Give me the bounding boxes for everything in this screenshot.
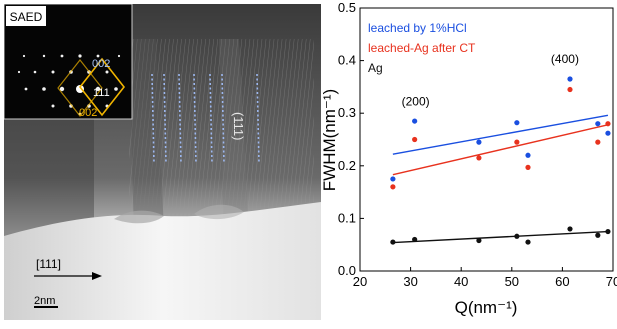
y-axis-label: FWHM(nm⁻¹) [322,89,339,191]
data-point-series-2 [595,232,601,238]
y-tick-label: 0.0 [338,263,356,278]
data-point-series-1 [595,139,601,145]
fit-line-series-2 [392,230,608,244]
data-point-series-2 [390,239,396,245]
x-tick-label: 20 [353,274,367,289]
data-point-series-2 [525,239,531,245]
annotations: (200) (400) [402,52,579,108]
chart-svg: 20 30 40 50 60 70 0.0 0.1 0.2 0.3 0.4 0.5 (200) (400… [320,0,617,317]
saed-label-box [6,6,46,26]
fit-lines [392,114,609,244]
data-point-series-1 [605,121,611,127]
data-point-series-1 [390,184,396,190]
y-tick-label: 0.1 [338,210,356,225]
spot-label-top: 002 [92,58,110,70]
data-point-series-0 [514,120,520,126]
peak-annotation: (400) [551,52,579,66]
spot-label-center: 111 [93,87,110,99]
data-point-series-2 [567,226,573,232]
lattice-plane-lines [151,73,260,165]
data-point-series-1 [525,164,531,170]
data-point-series-0 [605,130,611,136]
plot-frame [359,7,614,272]
saed-label: SAED [10,10,43,24]
data-point-series-2 [605,228,611,235]
data-point-series-0 [390,176,396,182]
axis-ticks: 20 30 40 50 60 70 0.0 0.1 0.2 0.3 0.4 0.5 [338,0,617,289]
data-point-series-0 [567,76,573,82]
x-tick-label: 50 [505,274,519,289]
y-tick-label: 0.4 [338,53,356,68]
direction-label: [111] [36,257,61,271]
saed-inset: SAED 002 [4,4,133,120]
x-tick-label: 40 [454,274,468,289]
legend-entry: Ag [368,61,383,75]
data-point-series-0 [476,139,482,145]
y-tick-label: 0.3 [338,105,356,120]
x-tick-label: 30 [403,274,417,289]
data-point-series-2 [412,236,418,243]
data-point-series-1 [567,86,573,93]
data-point-series-1 [476,155,482,161]
data-point-series-0 [412,118,418,124]
y-tick-label: 0.5 [338,0,356,15]
spot-label-bottom: 002 [79,107,97,119]
tem-image-panel: (111) SAED [4,4,321,320]
data-points [390,76,611,245]
data-point-series-1 [412,136,418,143]
fwhm-chart: 20 30 40 50 60 70 0.0 0.1 0.2 0.3 0.4 0.5 (200) (400… [320,0,617,324]
legend-entry: leached-Ag after CT [368,41,476,55]
peak-annotation: (200) [402,94,430,108]
x-tick-label: 60 [555,274,569,289]
data-point-series-0 [525,152,531,158]
legend: leached by 1%HCl leached-Ag after CT Ag [368,21,476,75]
data-point-series-1 [514,139,520,145]
tem-image: (111) SAED [4,4,321,320]
fit-line-series-0 [392,114,609,155]
data-point-series-0 [595,121,601,127]
x-axis-label: Q(nm⁻¹) [455,298,518,317]
direction-arrow [34,272,102,280]
fit-line-series-1 [392,124,609,176]
scale-label: 2nm [34,295,55,307]
x-tick-label: 70 [606,274,617,289]
y-tick-label: 0.2 [338,158,356,173]
diffraction-spots [17,54,121,116]
legend-entry: leached by 1%HCl [368,21,467,35]
data-point-series-2 [514,233,520,239]
plane-label: (111) [231,112,246,140]
data-point-series-2 [476,237,482,244]
